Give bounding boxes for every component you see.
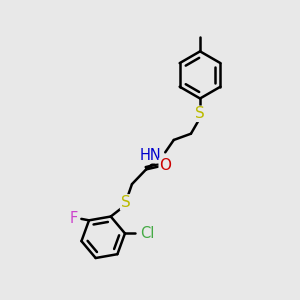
Text: S: S bbox=[195, 106, 205, 121]
Text: F: F bbox=[70, 212, 78, 226]
Text: S: S bbox=[121, 195, 130, 210]
Text: HN: HN bbox=[140, 148, 161, 163]
Text: Cl: Cl bbox=[141, 226, 155, 241]
Text: O: O bbox=[159, 158, 171, 173]
